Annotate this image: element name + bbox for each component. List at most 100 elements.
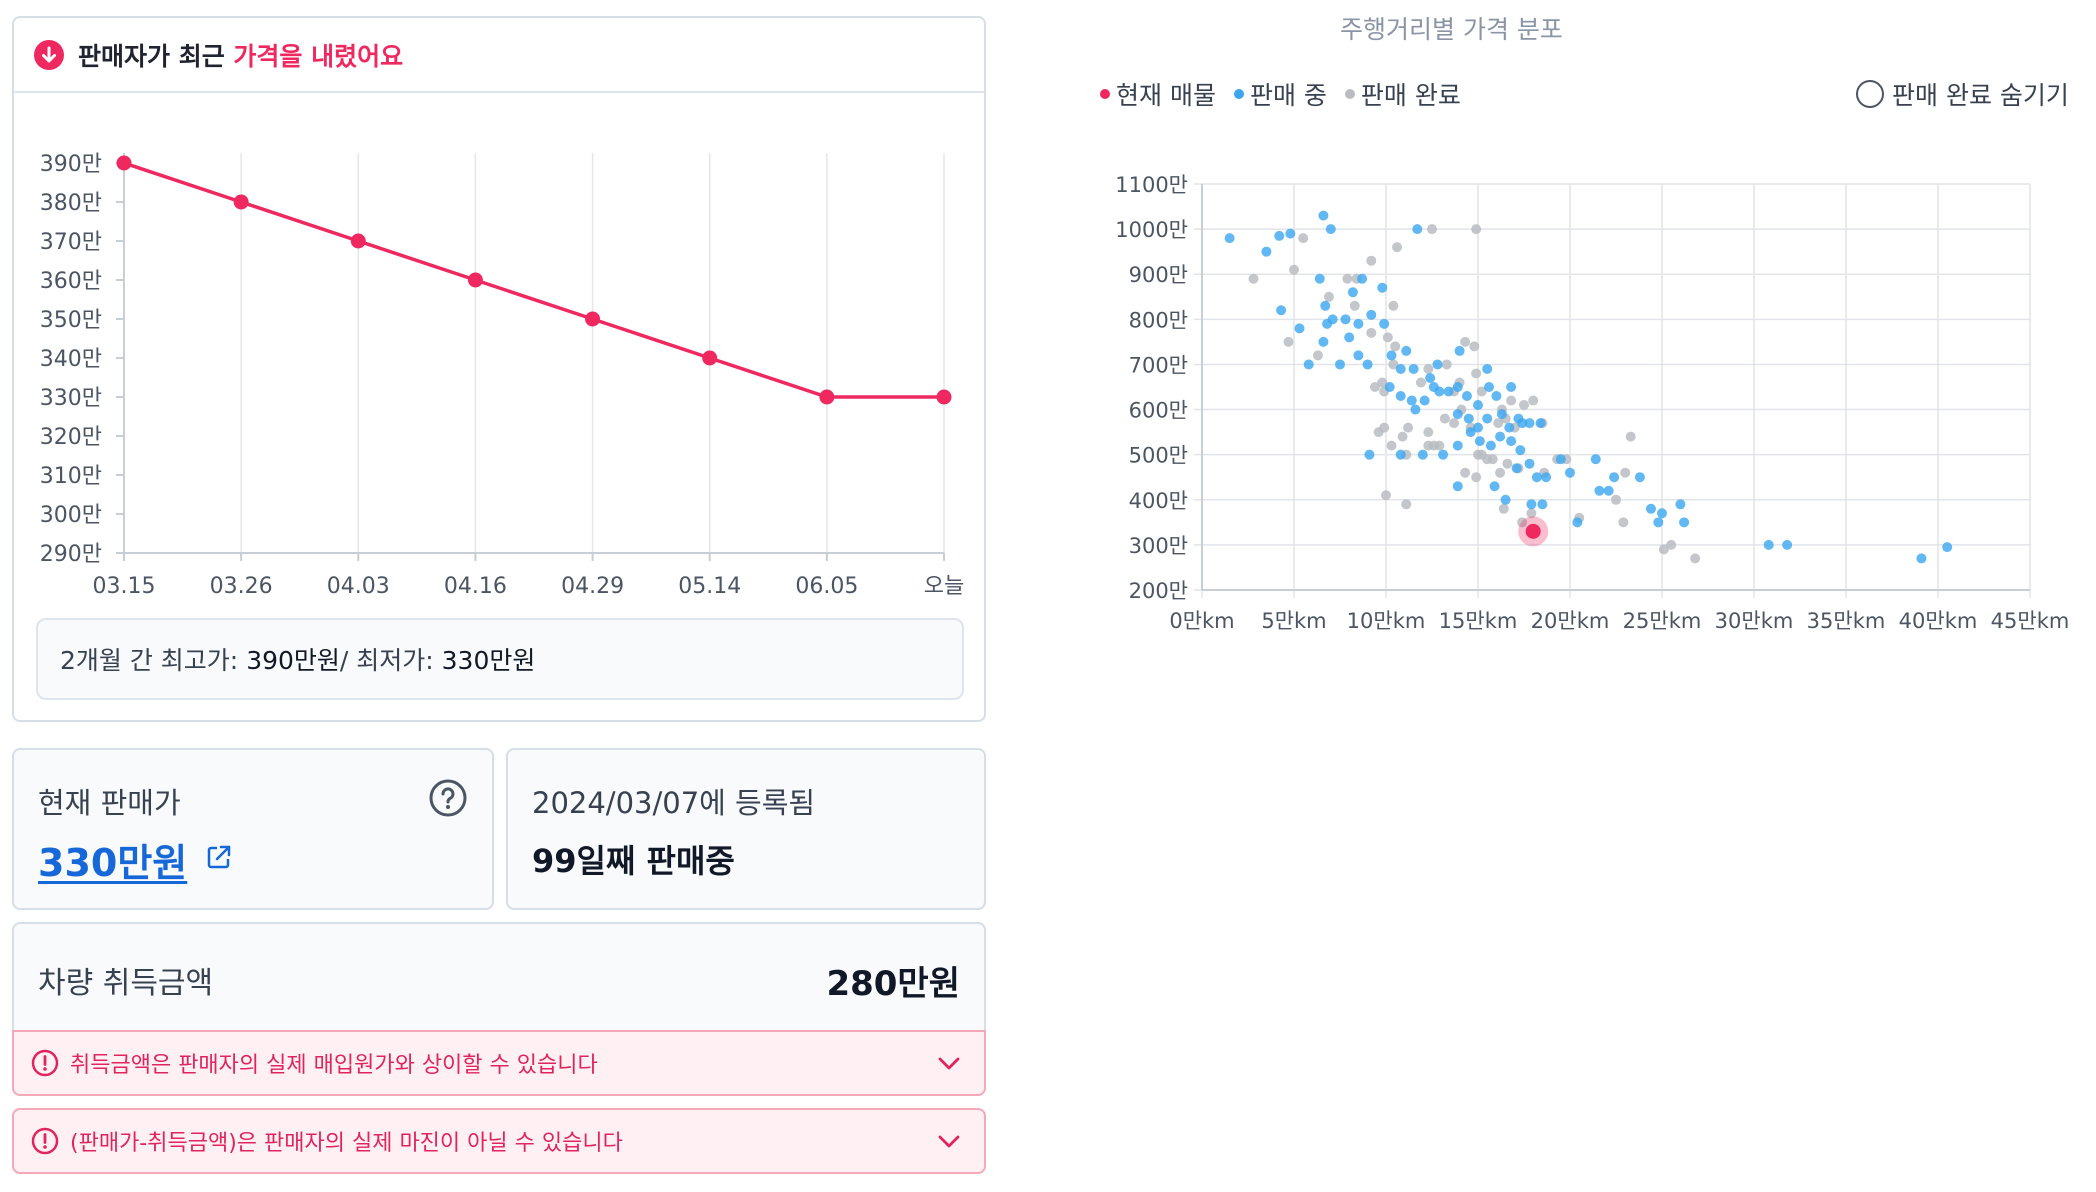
legend-selling: 판매 중 bbox=[1233, 76, 1327, 112]
scatter-legend: 현재 매물 판매 중 판매 완료 bbox=[1100, 76, 1479, 112]
hide-sold-toggle[interactable]: 판매 완료 숨기기 bbox=[1856, 76, 2069, 112]
acquisition-cost-value: 280만원 bbox=[826, 964, 960, 1004]
selling-point bbox=[1473, 400, 1483, 411]
selling-point bbox=[1379, 318, 1390, 329]
selling-point bbox=[1500, 494, 1511, 505]
selling-point bbox=[1412, 224, 1423, 235]
external-link-icon[interactable] bbox=[204, 842, 234, 872]
sold-point bbox=[1471, 224, 1482, 235]
selling-point bbox=[1344, 332, 1355, 343]
sold-point bbox=[1517, 517, 1528, 528]
current-price-link[interactable]: 330만원 bbox=[38, 841, 188, 885]
radio-icon[interactable] bbox=[1856, 80, 1884, 108]
sold-point bbox=[1658, 544, 1669, 555]
selling-point bbox=[1335, 359, 1345, 370]
selling-point bbox=[1675, 499, 1686, 510]
selling-point bbox=[1782, 539, 1793, 550]
selling-point bbox=[1276, 305, 1287, 316]
sold-point bbox=[1403, 422, 1414, 433]
selling-point bbox=[1438, 449, 1449, 460]
sold-point bbox=[1441, 359, 1452, 370]
sold-point bbox=[1476, 449, 1487, 460]
y-tick-label: 380만 bbox=[40, 191, 102, 216]
selling-point bbox=[1474, 436, 1485, 447]
warning-acquisition-cost[interactable]: 취득금액은 판매자의 실제 매입원가와 상이할 수 있습니다 bbox=[12, 1030, 986, 1096]
y-tick-label: 350만 bbox=[40, 308, 102, 333]
selling-point bbox=[1395, 363, 1406, 374]
price-range-min-label: / 최저가: bbox=[339, 646, 434, 675]
x-tick-label: 오늘 bbox=[924, 574, 964, 599]
chevron-down-icon[interactable] bbox=[934, 1048, 964, 1078]
legend-dot-current bbox=[1100, 89, 1110, 99]
x-tick-label: 03.26 bbox=[210, 574, 273, 599]
selling-point bbox=[1504, 422, 1515, 433]
selling-point bbox=[1679, 517, 1690, 528]
x-tick-label: 10만km bbox=[1347, 609, 1426, 633]
selling-point bbox=[1347, 287, 1358, 298]
selling-point bbox=[1511, 463, 1522, 474]
selling-point bbox=[1327, 314, 1338, 325]
sold-point bbox=[1526, 508, 1537, 519]
y-tick-label: 500만 bbox=[1129, 444, 1188, 468]
chevron-down-icon[interactable] bbox=[934, 1126, 964, 1156]
selling-point bbox=[1484, 382, 1495, 392]
sold-point bbox=[1449, 418, 1460, 429]
sold-point bbox=[1666, 539, 1677, 550]
selling-point bbox=[1482, 413, 1493, 424]
selling-point bbox=[1318, 210, 1329, 221]
price-point bbox=[819, 389, 835, 405]
selling-point bbox=[1496, 409, 1507, 420]
y-tick-label: 200만 bbox=[1129, 579, 1188, 603]
selling-point bbox=[1384, 382, 1395, 392]
selling-point bbox=[1491, 391, 1502, 402]
price-range-min: 330만원 bbox=[441, 646, 536, 675]
warning-margin[interactable]: (판매가-취득금액)은 판매자의 실제 마진이 아닐 수 있습니다 bbox=[12, 1108, 986, 1174]
acquisition-cost-label: 차량 취득금액 bbox=[38, 966, 214, 1001]
x-tick-label: 05.14 bbox=[678, 574, 741, 599]
x-tick-label: 30만km bbox=[1715, 609, 1794, 633]
selling-point bbox=[1294, 323, 1305, 334]
x-tick-label: 03.15 bbox=[93, 574, 156, 599]
selling-point bbox=[1452, 409, 1463, 420]
sold-point bbox=[1460, 336, 1471, 347]
sold-point bbox=[1382, 332, 1393, 343]
current-price-label: 현재 판매가 bbox=[38, 786, 181, 820]
sold-point bbox=[1506, 395, 1517, 406]
selling-point bbox=[1506, 436, 1517, 447]
selling-point bbox=[1410, 404, 1421, 415]
sold-point bbox=[1476, 386, 1487, 397]
sold-point bbox=[1434, 440, 1445, 451]
selling-point bbox=[1443, 386, 1454, 397]
selling-point bbox=[1285, 228, 1296, 239]
selling-point bbox=[1417, 449, 1428, 460]
selling-point bbox=[1419, 395, 1430, 406]
registration-date: 2024/03/07에 등록됨 bbox=[532, 786, 816, 820]
sold-point bbox=[1618, 517, 1629, 528]
selling-point bbox=[1653, 517, 1664, 528]
y-tick-label: 900만 bbox=[1129, 263, 1188, 287]
sold-point bbox=[1377, 377, 1388, 388]
sold-point bbox=[1471, 368, 1482, 379]
legend-sold: 판매 완료 bbox=[1344, 76, 1461, 112]
sold-point bbox=[1381, 490, 1391, 501]
sold-point bbox=[1423, 440, 1434, 451]
selling-point bbox=[1303, 359, 1314, 370]
sold-point bbox=[1493, 418, 1504, 429]
sold-point bbox=[1415, 377, 1426, 388]
selling-point bbox=[1537, 499, 1548, 510]
selling-point bbox=[1506, 382, 1517, 392]
selling-point bbox=[1526, 499, 1537, 510]
selling-point bbox=[1224, 233, 1235, 244]
price-range-max: 390만원 bbox=[246, 646, 340, 675]
selling-point bbox=[1572, 517, 1583, 528]
x-tick-label: 40만km bbox=[1899, 609, 1978, 633]
selling-point bbox=[1452, 440, 1463, 451]
sold-point bbox=[1427, 224, 1437, 235]
x-tick-label: 20만km bbox=[1531, 609, 1610, 633]
legend-dot-sold bbox=[1344, 89, 1355, 99]
y-tick-label: 310만 bbox=[40, 464, 102, 489]
selling-point bbox=[1353, 350, 1364, 361]
sold-point bbox=[1390, 341, 1401, 352]
help-icon[interactable] bbox=[428, 778, 468, 818]
sold-point bbox=[1528, 395, 1539, 406]
